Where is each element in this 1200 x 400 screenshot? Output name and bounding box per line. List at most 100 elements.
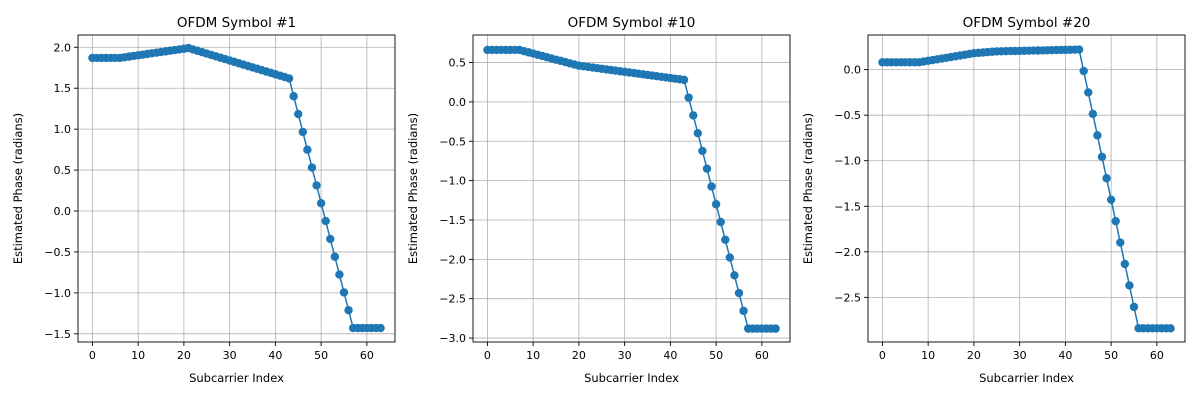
y-tick-label: 0.5 <box>54 164 72 177</box>
subplot-3: 0 10 20 30 40 50 60 −2.5 −2.0 −1.5 −1.0 −0.5 0.0 OFDM… <box>801 15 1186 385</box>
y-tick-label: 0.0 <box>844 64 862 77</box>
x-tick-label: 60 <box>755 349 769 362</box>
data-point <box>1120 259 1130 269</box>
x-tick-label: 20 <box>572 349 586 362</box>
data-point <box>316 199 326 208</box>
data-point <box>725 253 735 262</box>
data-point <box>1125 281 1134 290</box>
x-tick-label: 30 <box>1013 349 1027 362</box>
y-tick-label: −0.5 <box>44 246 71 259</box>
data-point <box>679 75 689 85</box>
data-point <box>698 146 707 156</box>
data-point <box>693 128 703 138</box>
data-point <box>289 92 298 101</box>
x-tick-label: 40 <box>1058 349 1072 362</box>
data-point <box>312 181 321 190</box>
data-point <box>321 216 330 226</box>
chart-title: OFDM Symbol #1 <box>177 15 296 31</box>
x-tick-label: 60 <box>360 349 374 362</box>
data-point <box>1093 131 1102 140</box>
axes-frame <box>867 34 1186 343</box>
x-tick-label: 50 <box>314 349 328 362</box>
y-tick-label: 1.5 <box>54 82 72 95</box>
x-tick-label: 30 <box>223 349 237 362</box>
x-tick-label: 40 <box>268 349 282 362</box>
data-point <box>294 109 303 119</box>
y-tick-label: −0.5 <box>439 135 466 148</box>
data-point <box>730 271 739 280</box>
data-point <box>330 252 340 261</box>
data-point <box>376 323 385 333</box>
y-tick-label: −3.0 <box>439 332 466 345</box>
y-tick-label: −1.0 <box>44 287 71 300</box>
data-point <box>716 217 725 227</box>
x-tick-label: 10 <box>131 349 145 362</box>
y-axis-label: Estimated Phase (radians) <box>801 113 815 264</box>
data-point <box>339 288 349 297</box>
chart-title: OFDM Symbol #10 <box>568 15 696 31</box>
x-tick-label: 30 <box>618 349 632 362</box>
data-point <box>1102 174 1111 183</box>
x-tick-label: 60 <box>1150 349 1164 362</box>
axes-frame <box>472 34 791 343</box>
data-point <box>284 74 294 83</box>
data-point <box>702 164 712 173</box>
chart-title: OFDM Symbol #20 <box>963 15 1091 31</box>
y-tick-label: −1.5 <box>834 200 861 213</box>
data-point <box>1106 195 1116 204</box>
data-point <box>734 288 744 298</box>
data-point <box>739 306 748 316</box>
series-line <box>487 49 776 330</box>
x-tick-label: 50 <box>709 349 723 362</box>
data-point <box>1074 45 1084 54</box>
subplot-1: 0 10 20 30 40 50 60 −1.5 −1.0 −0.5 0.0 0.5 1.0 1.5 2.0… <box>11 15 396 385</box>
y-tick-label: 0.5 <box>449 57 467 70</box>
y-tick-label: −2.0 <box>439 253 466 266</box>
data-point <box>298 127 308 137</box>
y-tick-label: 1.0 <box>54 123 72 136</box>
x-tick-label: 20 <box>967 349 981 362</box>
y-axis-label: Estimated Phase (radians) <box>11 113 25 264</box>
x-tick-label: 10 <box>526 349 540 362</box>
data-point <box>303 145 312 154</box>
y-tick-label: −1.5 <box>44 328 71 341</box>
data-point <box>711 200 721 209</box>
x-tick-label: 0 <box>484 349 491 362</box>
axes-frame <box>77 34 396 343</box>
y-tick-label: 2.0 <box>54 41 72 54</box>
x-axis-label: Subcarrier Index <box>979 371 1074 385</box>
y-tick-label: −1.0 <box>439 175 466 188</box>
data-point <box>1088 109 1098 119</box>
data-point <box>307 163 317 172</box>
x-tick-label: 10 <box>921 349 935 362</box>
x-tick-label: 20 <box>177 349 191 362</box>
x-axis-label: Subcarrier Index <box>584 371 679 385</box>
data-point <box>1084 88 1093 97</box>
y-tick-label: −1.5 <box>439 214 466 227</box>
x-axis-label: Subcarrier Index <box>189 371 284 385</box>
data-point <box>1111 216 1120 226</box>
data-point <box>1097 152 1107 161</box>
y-tick-label: −0.5 <box>834 109 861 122</box>
x-tick-label: 40 <box>663 349 677 362</box>
data-point <box>1079 66 1088 76</box>
data-point <box>1129 302 1139 312</box>
series-line <box>92 47 381 329</box>
data-point <box>1116 238 1125 247</box>
data-point <box>771 324 780 333</box>
data-point <box>344 306 353 315</box>
x-tick-label: 50 <box>1104 349 1118 362</box>
y-tick-label: 0.0 <box>449 96 467 109</box>
x-tick-label: 0 <box>89 349 96 362</box>
subplot-2: 0 10 20 30 40 50 60 −3.0 −2.5 −2.0 −1.5 −1.0 −0.5 0.0… <box>406 15 791 385</box>
data-point <box>689 111 698 120</box>
data-point <box>1166 324 1175 333</box>
data-point <box>684 93 693 102</box>
data-point <box>721 235 730 244</box>
data-point <box>335 270 344 279</box>
x-tick-label: 0 <box>879 349 886 362</box>
y-axis-label: Estimated Phase (radians) <box>406 113 420 264</box>
y-tick-label: −2.5 <box>834 291 861 304</box>
y-tick-label: −2.5 <box>439 293 466 306</box>
